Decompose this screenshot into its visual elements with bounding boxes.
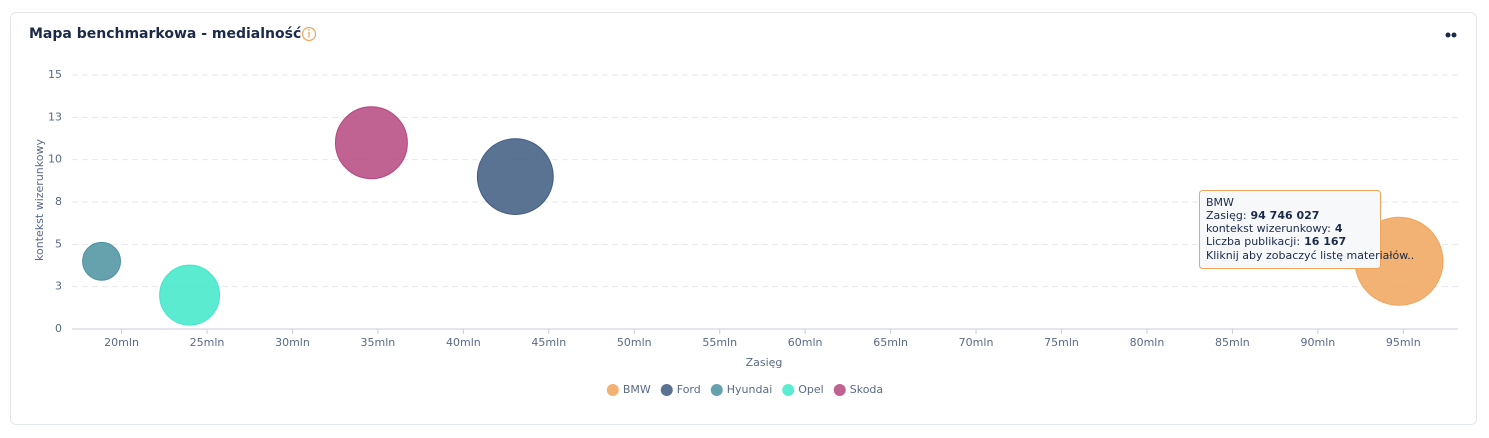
tooltip-box [1199, 190, 1381, 269]
y-tick-label: 8 [55, 195, 62, 208]
tooltip-key: Liczba publikacji: [1206, 235, 1300, 248]
x-tick-label: 80mln [1130, 336, 1165, 349]
x-axis-label: Zasięg [746, 356, 783, 369]
info-icon[interactable] [301, 26, 317, 42]
legend-marker [710, 384, 723, 396]
tooltip-value: 4 [1335, 222, 1343, 235]
x-tick-label: 20mln [104, 336, 139, 349]
tooltip-key: Zasięg: [1206, 209, 1247, 222]
legend-label: BMW [623, 383, 651, 396]
x-tick-label: 95mln [1386, 336, 1421, 349]
y-tick-label: 3 [55, 280, 62, 293]
tooltip-note: Kliknij aby zobaczyć listę materiałów.. [1206, 249, 1414, 262]
tooltip-key: kontekst wizerunkowy: [1206, 222, 1331, 235]
legend-label: Skoda [850, 383, 883, 396]
tooltip-value: 94 746 027 [1251, 209, 1320, 222]
legend: BMW Ford Hyundai Opel Skoda [606, 383, 883, 396]
bubble[interactable] [159, 264, 221, 326]
tooltip-row: Liczba publikacji: 16 167 [1206, 235, 1346, 248]
bubble[interactable] [334, 106, 408, 180]
x-tick-label: 45mln [531, 336, 566, 349]
x-tick-label: 50mln [617, 336, 652, 349]
tooltip-row: Zasięg: 94 746 027 [1206, 209, 1319, 222]
y-tick-label: 13 [48, 110, 62, 123]
x-tick-label: 65mln [873, 336, 908, 349]
tooltip-row: kontekst wizerunkowy: 4 [1206, 222, 1343, 235]
legend-label: Hyundai [727, 383, 773, 396]
x-tick-label: 75mln [1044, 336, 1079, 349]
tooltip-value: 16 167 [1304, 235, 1346, 248]
y-axis-label: kontekst wizerunkowy [33, 139, 46, 261]
legend-label: Ford [677, 383, 701, 396]
x-tick-label: 70mln [959, 336, 994, 349]
tooltip-title: BMW [1206, 196, 1234, 209]
x-tick-label: 40mln [446, 336, 481, 349]
y-tick-label: 5 [55, 237, 62, 250]
legend-marker [782, 384, 795, 396]
x-tick-label: 30mln [275, 336, 310, 349]
x-tick-label: 55mln [702, 336, 737, 349]
bubble[interactable] [82, 241, 122, 281]
bubble[interactable] [476, 138, 554, 216]
legend-marker [606, 384, 619, 396]
y-tick-label: 15 [48, 68, 62, 81]
x-tick-label: 90mln [1300, 336, 1335, 349]
legend-marker [660, 384, 673, 396]
legend-marker [833, 384, 846, 396]
x-tick-label: 25mln [190, 336, 225, 349]
menu-button[interactable] [1445, 32, 1457, 38]
x-tick-label: 85mln [1215, 336, 1250, 349]
legend-label: Opel [798, 383, 823, 396]
chart-title: Mapa benchmarkowa - medialność [29, 26, 301, 42]
y-tick-label: 10 [48, 153, 62, 166]
x-tick-label: 60mln [788, 336, 823, 349]
x-tick-label: 35mln [361, 336, 396, 349]
y-tick-label: 0 [55, 322, 62, 335]
